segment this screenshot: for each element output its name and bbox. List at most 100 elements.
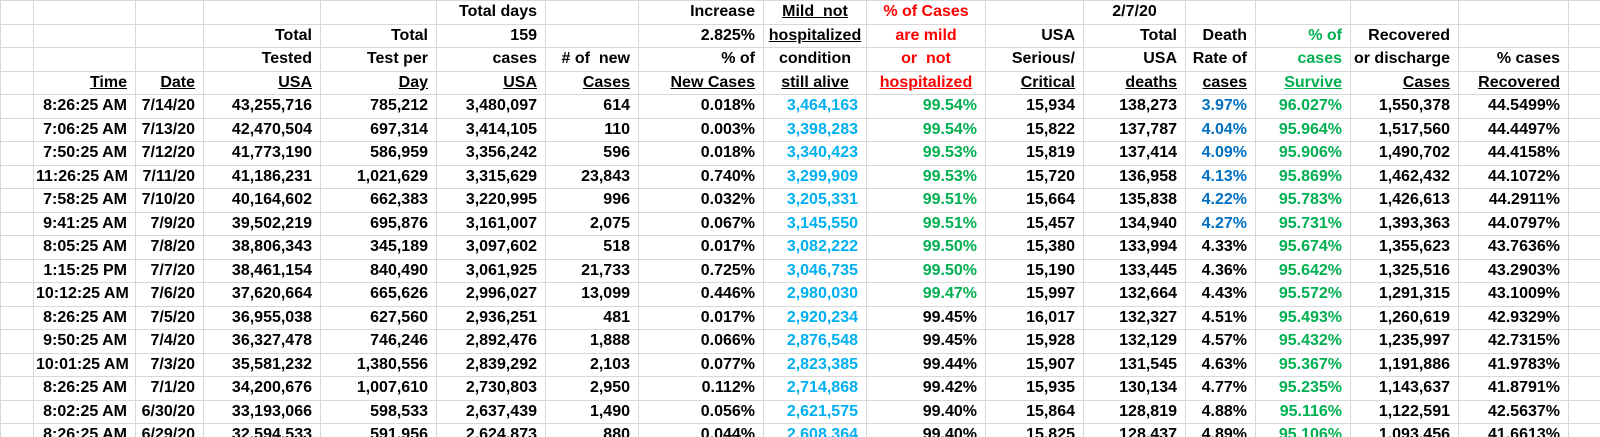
cell-spacer-left[interactable] xyxy=(0,164,34,189)
cell-spacer-right[interactable] xyxy=(1568,235,1600,260)
cell-usa-serious-critical[interactable]: 15,934 xyxy=(985,94,1084,119)
cell-spacer-right[interactable] xyxy=(1568,188,1600,213)
cell-total-test-per-day[interactable]: 1,007,610 xyxy=(320,376,437,401)
cell-spacer-right[interactable] xyxy=(1568,352,1600,377)
cell-recovered-or-discharge-cases[interactable]: 1,426,613 xyxy=(1350,188,1459,213)
cell-mild-not-hospitalized[interactable]: 2,714,868 xyxy=(763,376,867,401)
cell-date[interactable] xyxy=(135,47,204,72)
cell-pct-of-new-cases[interactable]: 0.018% xyxy=(638,141,764,166)
cell-pct-cases-recovered[interactable] xyxy=(1458,23,1569,48)
cell-date[interactable]: 7/13/20 xyxy=(135,117,204,142)
cell-total-usa-deaths[interactable]: 134,940 xyxy=(1083,211,1186,236)
cell-total-test-per-day[interactable] xyxy=(320,0,437,25)
cell-pct-cases-survive[interactable]: 95.572% xyxy=(1255,282,1351,307)
cell-new-cases[interactable]: 596 xyxy=(545,141,639,166)
cell-date[interactable]: 7/4/20 xyxy=(135,329,204,354)
cell-time[interactable]: 9:41:25 AM xyxy=(33,211,136,236)
cell-death-rate-of-cases[interactable]: 4.77% xyxy=(1185,376,1256,401)
cell-total-usa-deaths[interactable]: 128,819 xyxy=(1083,399,1186,424)
cell-total-usa-deaths[interactable]: 133,994 xyxy=(1083,235,1186,260)
cell-pct-cases-recovered[interactable] xyxy=(1458,0,1569,25)
cell-pct-of-new-cases[interactable]: 0.067% xyxy=(638,211,764,236)
cell-total-tested-usa[interactable]: 33,193,066 xyxy=(203,399,321,424)
cell-total-usa-deaths[interactable]: 130,134 xyxy=(1083,376,1186,401)
cell-date[interactable]: 7/7/20 xyxy=(135,258,204,283)
cell-time[interactable]: 10:12:25 AM xyxy=(33,282,136,307)
cell-total-test-per-day[interactable]: 662,383 xyxy=(320,188,437,213)
cell-total-tested-usa[interactable]: 38,806,343 xyxy=(203,235,321,260)
cell-date[interactable]: 6/30/20 xyxy=(135,399,204,424)
cell-spacer-left[interactable] xyxy=(0,305,34,330)
cell-spacer-right[interactable] xyxy=(1568,0,1600,25)
cell-pct-of-new-cases[interactable]: 0.740% xyxy=(638,164,764,189)
cell-spacer-left[interactable] xyxy=(0,141,34,166)
cell-spacer-left[interactable] xyxy=(0,352,34,377)
cell-spacer-right[interactable] xyxy=(1568,258,1600,283)
cell-total-test-per-day[interactable]: 586,959 xyxy=(320,141,437,166)
cell-date[interactable]: 7/12/20 xyxy=(135,141,204,166)
cell-spacer-right[interactable] xyxy=(1568,329,1600,354)
cell-new-cases[interactable]: 21,733 xyxy=(545,258,639,283)
cell-recovered-or-discharge-cases[interactable]: 1,490,702 xyxy=(1350,141,1459,166)
cell-time[interactable]: 9:50:25 AM xyxy=(33,329,136,354)
cell-date[interactable] xyxy=(135,23,204,48)
cell-death-rate-of-cases[interactable]: 4.22% xyxy=(1185,188,1256,213)
cell-recovered-or-discharge-cases[interactable]: or discharge xyxy=(1350,47,1459,72)
cell-total-cases-usa[interactable]: USA xyxy=(436,70,546,95)
cell-mild-not-hospitalized[interactable]: still alive xyxy=(763,70,867,95)
cell-pct-cases-recovered[interactable]: 44.4497% xyxy=(1458,117,1569,142)
cell-total-cases-usa[interactable]: 3,220,995 xyxy=(436,188,546,213)
cell-pct-cases-survive[interactable]: 95.106% xyxy=(1255,423,1351,437)
cell-spacer-left[interactable] xyxy=(0,423,34,437)
cell-usa-serious-critical[interactable]: 15,928 xyxy=(985,329,1084,354)
cell-usa-serious-critical[interactable]: 15,822 xyxy=(985,117,1084,142)
cell-pct-of-new-cases[interactable]: Increase xyxy=(638,0,764,25)
cell-usa-serious-critical[interactable]: Serious/ xyxy=(985,47,1084,72)
cell-total-cases-usa[interactable]: 3,315,629 xyxy=(436,164,546,189)
cell-date[interactable]: 7/3/20 xyxy=(135,352,204,377)
cell-total-tested-usa[interactable]: Total xyxy=(203,23,321,48)
cell-death-rate-of-cases[interactable]: 3.97% xyxy=(1185,94,1256,119)
cell-new-cases[interactable]: 110 xyxy=(545,117,639,142)
cell-time[interactable]: 11:26:25 AM xyxy=(33,164,136,189)
cell-total-test-per-day[interactable]: Test per xyxy=(320,47,437,72)
cell-pct-cases-mild[interactable]: 99.54% xyxy=(866,94,986,119)
cell-usa-serious-critical[interactable]: 15,997 xyxy=(985,282,1084,307)
cell-new-cases[interactable] xyxy=(545,0,639,25)
cell-recovered-or-discharge-cases[interactable]: 1,517,560 xyxy=(1350,117,1459,142)
cell-total-tested-usa[interactable]: 43,255,716 xyxy=(203,94,321,119)
cell-mild-not-hospitalized[interactable]: 2,876,548 xyxy=(763,329,867,354)
cell-pct-cases-survive[interactable]: 95.906% xyxy=(1255,141,1351,166)
cell-spacer-left[interactable] xyxy=(0,47,34,72)
cell-new-cases[interactable]: 2,075 xyxy=(545,211,639,236)
cell-spacer-right[interactable] xyxy=(1568,423,1600,437)
cell-usa-serious-critical[interactable]: 15,819 xyxy=(985,141,1084,166)
cell-mild-not-hospitalized[interactable]: Mild not xyxy=(763,0,867,25)
cell-pct-cases-mild[interactable]: 99.40% xyxy=(866,399,986,424)
cell-death-rate-of-cases[interactable]: 4.57% xyxy=(1185,329,1256,354)
cell-usa-serious-critical[interactable]: 15,825 xyxy=(985,423,1084,437)
cell-total-usa-deaths[interactable]: 137,414 xyxy=(1083,141,1186,166)
cell-time[interactable]: 1:15:25 PM xyxy=(33,258,136,283)
cell-pct-cases-mild[interactable]: 99.53% xyxy=(866,164,986,189)
cell-mild-not-hospitalized[interactable]: condition xyxy=(763,47,867,72)
cell-total-test-per-day[interactable]: 1,021,629 xyxy=(320,164,437,189)
cell-mild-not-hospitalized[interactable]: 2,980,030 xyxy=(763,282,867,307)
cell-death-rate-of-cases[interactable]: Death xyxy=(1185,23,1256,48)
cell-pct-cases-survive[interactable]: 95.731% xyxy=(1255,211,1351,236)
cell-total-test-per-day[interactable]: 345,189 xyxy=(320,235,437,260)
cell-spacer-left[interactable] xyxy=(0,23,34,48)
cell-date[interactable]: 7/9/20 xyxy=(135,211,204,236)
cell-recovered-or-discharge-cases[interactable]: 1,550,378 xyxy=(1350,94,1459,119)
cell-spacer-right[interactable] xyxy=(1568,376,1600,401)
cell-death-rate-of-cases[interactable]: 4.33% xyxy=(1185,235,1256,260)
cell-spacer-right[interactable] xyxy=(1568,23,1600,48)
cell-pct-cases-mild[interactable]: 99.51% xyxy=(866,188,986,213)
cell-new-cases[interactable]: 2,103 xyxy=(545,352,639,377)
cell-total-usa-deaths[interactable]: 132,129 xyxy=(1083,329,1186,354)
cell-pct-cases-mild[interactable]: 99.45% xyxy=(866,305,986,330)
cell-spacer-left[interactable] xyxy=(0,235,34,260)
cell-pct-cases-mild[interactable]: are mild xyxy=(866,23,986,48)
cell-mild-not-hospitalized[interactable]: 3,340,423 xyxy=(763,141,867,166)
cell-total-cases-usa[interactable]: 159 xyxy=(436,23,546,48)
